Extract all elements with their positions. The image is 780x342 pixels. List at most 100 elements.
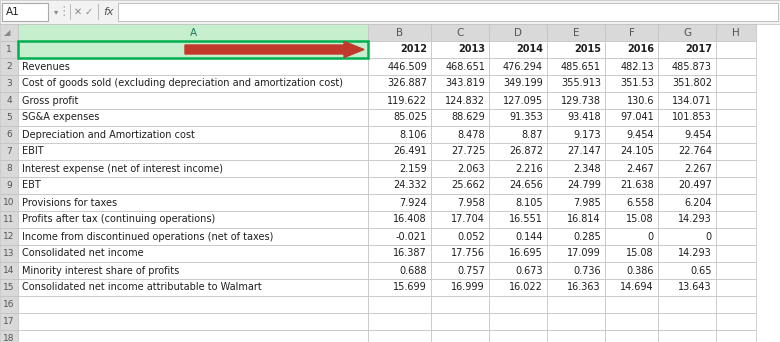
Bar — [18, 211, 368, 228]
Bar — [547, 313, 605, 330]
Text: 16.814: 16.814 — [567, 214, 601, 224]
Text: ✕: ✕ — [74, 7, 82, 17]
Text: Provisions for taxes: Provisions for taxes — [22, 197, 117, 208]
Bar — [547, 262, 605, 279]
Bar — [2, 3, 48, 21]
Text: 21.638: 21.638 — [620, 181, 654, 190]
Bar — [0, 0, 780, 24]
Bar — [368, 211, 431, 228]
Text: 9.454: 9.454 — [626, 130, 654, 140]
Text: 24.799: 24.799 — [567, 181, 601, 190]
Bar — [489, 330, 547, 342]
Text: 7.958: 7.958 — [457, 197, 485, 208]
Bar — [716, 160, 756, 177]
Text: 2.467: 2.467 — [626, 163, 654, 173]
Bar — [368, 143, 431, 160]
Bar — [489, 58, 547, 75]
Text: 119.622: 119.622 — [387, 95, 427, 105]
Bar — [547, 75, 605, 92]
Bar — [605, 160, 658, 177]
Bar — [489, 24, 547, 41]
Bar — [547, 177, 605, 194]
Bar — [431, 160, 489, 177]
Text: 13.643: 13.643 — [679, 282, 712, 292]
Text: -0.021: -0.021 — [396, 232, 427, 241]
Bar — [431, 24, 489, 41]
Text: 0.757: 0.757 — [457, 265, 485, 276]
Text: 2.348: 2.348 — [573, 163, 601, 173]
Text: 12: 12 — [3, 232, 15, 241]
Text: 16.999: 16.999 — [452, 282, 485, 292]
Text: EBT: EBT — [22, 181, 41, 190]
Bar — [18, 160, 368, 177]
Bar — [658, 109, 716, 126]
Text: 14.694: 14.694 — [620, 282, 654, 292]
Bar — [547, 92, 605, 109]
Bar — [716, 313, 756, 330]
Text: 85.025: 85.025 — [393, 113, 427, 122]
Text: 16.408: 16.408 — [393, 214, 427, 224]
Text: 9: 9 — [6, 181, 12, 190]
Bar — [98, 4, 99, 20]
Bar — [658, 194, 716, 211]
Bar — [605, 41, 658, 58]
Bar — [547, 58, 605, 75]
Text: 24.332: 24.332 — [393, 181, 427, 190]
Text: C: C — [456, 27, 463, 38]
Text: Profits after tax (continuing operations): Profits after tax (continuing operations… — [22, 214, 215, 224]
Bar — [431, 211, 489, 228]
Text: 16: 16 — [3, 300, 15, 309]
Bar — [18, 330, 368, 342]
Text: 15: 15 — [3, 283, 15, 292]
Text: F: F — [629, 27, 634, 38]
Bar — [547, 143, 605, 160]
Bar — [605, 58, 658, 75]
Text: 2.159: 2.159 — [399, 163, 427, 173]
Text: 0: 0 — [706, 232, 712, 241]
Text: Consolidated net income attributable to Walmart: Consolidated net income attributable to … — [22, 282, 262, 292]
Bar — [489, 41, 547, 58]
FancyArrow shape — [185, 41, 364, 57]
Bar — [0, 126, 18, 143]
Text: 351.53: 351.53 — [620, 79, 654, 89]
Text: 0.285: 0.285 — [573, 232, 601, 241]
Bar — [658, 24, 716, 41]
Text: 2.267: 2.267 — [684, 163, 712, 173]
Bar — [431, 194, 489, 211]
Text: 10: 10 — [3, 198, 15, 207]
Text: 485.873: 485.873 — [672, 62, 712, 71]
Text: 7.985: 7.985 — [573, 197, 601, 208]
Bar — [716, 58, 756, 75]
Text: ▾: ▾ — [54, 8, 58, 16]
Text: 26.872: 26.872 — [509, 146, 543, 157]
Text: Minority interest share of profits: Minority interest share of profits — [22, 265, 179, 276]
Bar — [18, 126, 368, 143]
Bar — [716, 143, 756, 160]
Bar — [658, 160, 716, 177]
Bar — [658, 143, 716, 160]
Text: D: D — [514, 27, 522, 38]
Bar — [0, 211, 18, 228]
Text: B: B — [396, 27, 403, 38]
Bar — [0, 262, 18, 279]
Text: 93.418: 93.418 — [567, 113, 601, 122]
Text: 24.105: 24.105 — [620, 146, 654, 157]
Bar — [368, 75, 431, 92]
Bar — [368, 126, 431, 143]
Text: 482.13: 482.13 — [620, 62, 654, 71]
Text: 26.491: 26.491 — [393, 146, 427, 157]
Text: 17.099: 17.099 — [567, 249, 601, 259]
Text: A: A — [190, 27, 197, 38]
Bar — [658, 177, 716, 194]
Text: 0.144: 0.144 — [516, 232, 543, 241]
Bar — [0, 160, 18, 177]
Bar — [368, 330, 431, 342]
Bar — [547, 109, 605, 126]
Bar — [18, 92, 368, 109]
Text: 8.478: 8.478 — [457, 130, 485, 140]
Text: 7: 7 — [6, 147, 12, 156]
Bar — [605, 330, 658, 342]
Bar — [658, 58, 716, 75]
Bar — [0, 177, 18, 194]
Text: 2017: 2017 — [685, 44, 712, 54]
